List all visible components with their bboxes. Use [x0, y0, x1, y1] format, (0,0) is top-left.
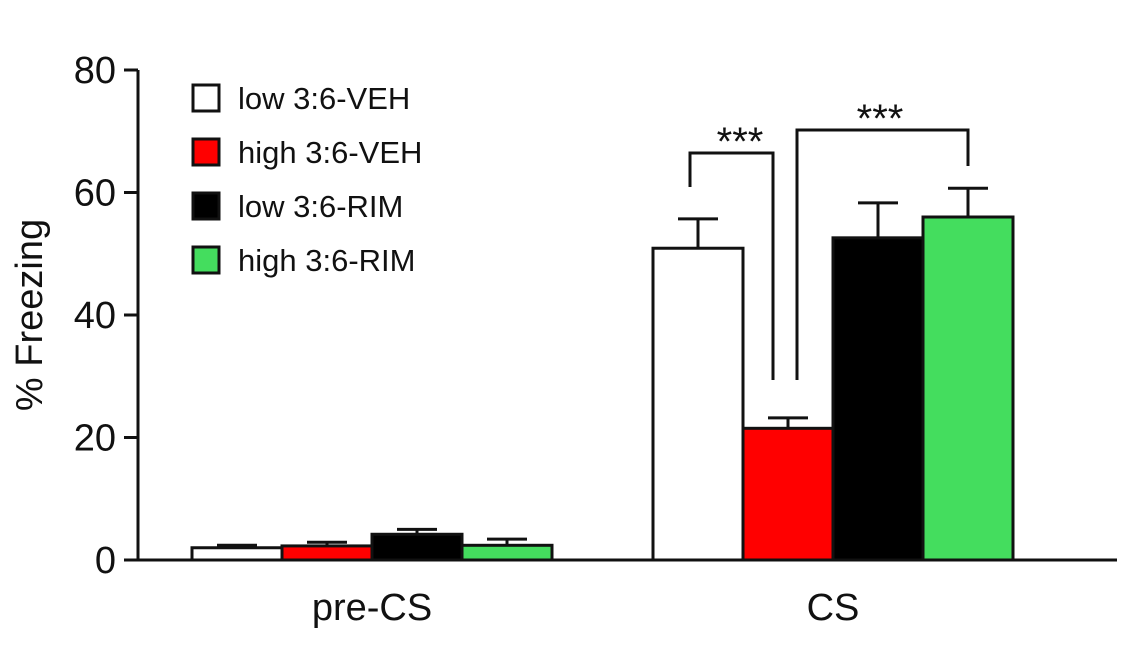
- legend-swatch: [191, 83, 221, 113]
- bars: [190, 186, 1015, 562]
- legend-swatch: [191, 137, 221, 167]
- bar-high-3-6-veh: [280, 544, 374, 562]
- y-axis-label: % Freezing: [9, 219, 51, 411]
- significance-stars: ***: [717, 120, 764, 164]
- legend-label: high 3:6-VEH: [238, 135, 422, 170]
- x-tick-label: CS: [807, 587, 860, 629]
- bar-low-3-6-veh: [651, 246, 745, 562]
- legend-label: high 3:6-RIM: [238, 243, 415, 278]
- y-tick-label: 80: [74, 50, 116, 92]
- bar-high-3-6-rim: [460, 543, 554, 562]
- y-tick-label: 0: [95, 540, 116, 582]
- legend-label: low 3:6-RIM: [238, 189, 403, 224]
- y-tick-label: 20: [74, 418, 116, 460]
- bar-high-3-6-rim: [921, 215, 1015, 562]
- y-tick-label: 40: [74, 295, 116, 337]
- bar-low-3-6-rim: [370, 532, 464, 562]
- bar-low-3-6-veh: [190, 546, 284, 562]
- bracket-2: [795, 128, 970, 380]
- x-tick-label: pre-CS: [312, 587, 432, 629]
- legend: low 3:6-VEH high 3:6-VEH low 3:6-RIM high 3…: [191, 81, 422, 278]
- y-tick-label: 60: [74, 173, 116, 215]
- bar-high-3-6-veh: [741, 426, 835, 562]
- significance-brackets: *** ***: [688, 97, 970, 380]
- bracket-1: [688, 151, 775, 380]
- significance-stars: ***: [857, 97, 904, 141]
- legend-swatch: [191, 191, 221, 221]
- bar-low-3-6-rim: [831, 236, 925, 562]
- legend-swatch: [191, 245, 221, 275]
- legend-label: low 3:6-VEH: [238, 81, 410, 116]
